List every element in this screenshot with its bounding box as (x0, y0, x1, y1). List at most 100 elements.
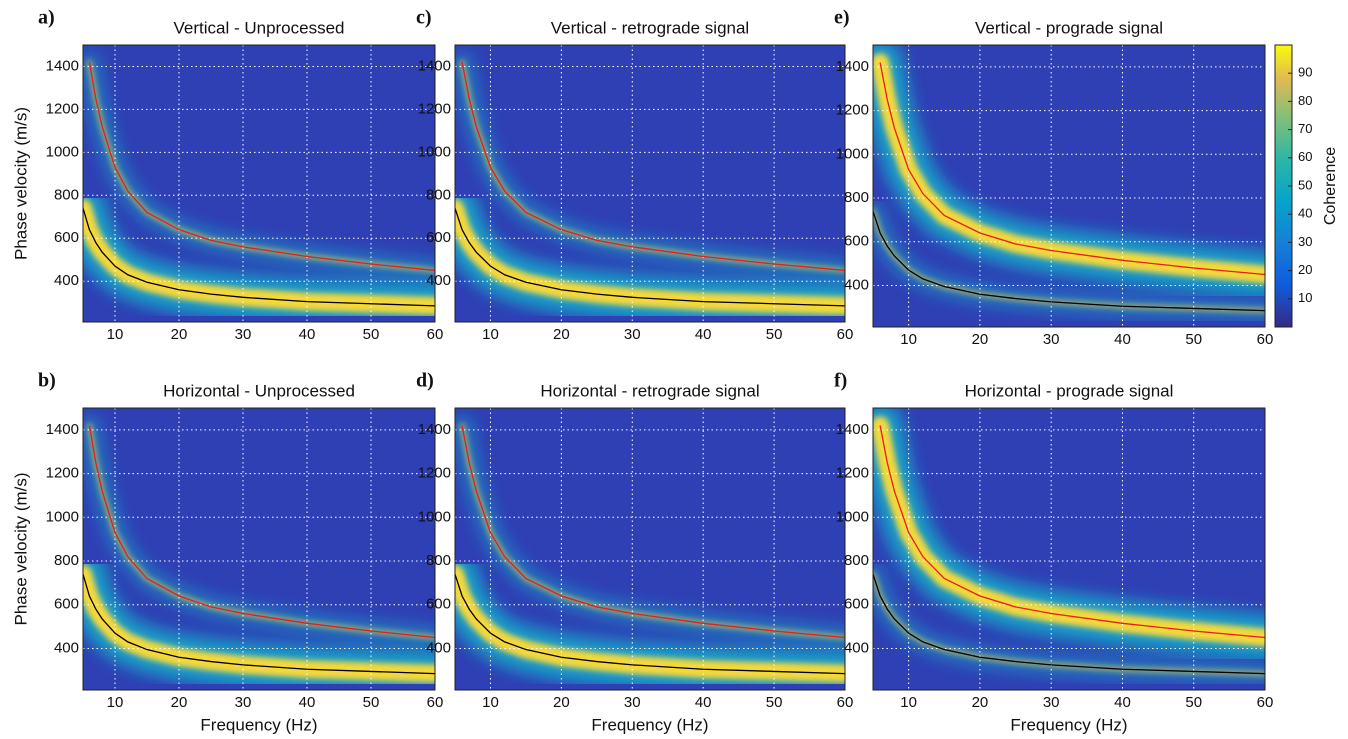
colorbar-tick-label: 60 (1298, 149, 1312, 164)
dispersion-curve (83, 573, 435, 675)
y-tick-label: 1200 (46, 100, 79, 117)
y-tick-label: 1400 (836, 58, 869, 75)
y-tick-label: 400 (844, 639, 869, 656)
x-tick-label: 60 (427, 694, 444, 711)
x-tick-label: 20 (171, 326, 188, 343)
x-tick-label: 20 (972, 694, 989, 711)
x-axis-label: Frequency (Hz) (200, 715, 317, 734)
colorbar-tick-label: 80 (1298, 93, 1312, 108)
y-tick-label: 800 (426, 186, 451, 203)
dispersion-curve (88, 425, 435, 639)
y-tick-label: 600 (844, 596, 869, 613)
y-tick-label: 1400 (418, 57, 451, 74)
x-tick-label: 50 (363, 326, 380, 343)
y-tick-label: 400 (426, 639, 451, 656)
panel-label: e) (834, 7, 850, 29)
y-tick-label: 1000 (836, 145, 869, 162)
colorbar-tick-label: 30 (1298, 234, 1312, 249)
y-tick-label: 800 (54, 186, 79, 203)
y-tick-label: 1000 (836, 508, 869, 525)
dispersion-curve (873, 573, 1265, 675)
x-tick-label: 50 (363, 694, 380, 711)
colorbar-tick-label: 20 (1298, 262, 1312, 277)
plot-frame (82, 44, 436, 323)
y-tick-label: 600 (426, 596, 451, 613)
colorbar-label: Coherence (1322, 147, 1339, 225)
x-tick-label: 40 (1114, 694, 1131, 711)
x-tick-label: 50 (766, 694, 783, 711)
y-tick-label: 400 (54, 272, 79, 289)
x-tick-label: 10 (107, 326, 124, 343)
panel-title: Horizontal - prograde signal (965, 381, 1174, 400)
y-tick-label: 600 (54, 229, 79, 246)
dispersion-curve (879, 62, 1265, 276)
y-tick-label: 1000 (46, 508, 79, 525)
panel-title: Horizontal - retrograde signal (540, 381, 759, 400)
plot-area (83, 45, 435, 322)
y-tick-label: 600 (426, 229, 451, 246)
x-tick-label: 60 (837, 326, 854, 343)
dispersion-curve (83, 208, 435, 307)
y-tick-label: 1200 (418, 465, 451, 482)
x-tick-label: 10 (900, 694, 917, 711)
colorbar-tick-label: 50 (1298, 177, 1312, 192)
x-tick-label: 30 (624, 326, 641, 343)
y-tick-label: 800 (426, 552, 451, 569)
panel-title: Horizontal - Unprocessed (163, 381, 355, 400)
y-tick-label: 1200 (836, 102, 869, 119)
y-tick-label: 1400 (418, 421, 451, 438)
x-tick-label: 20 (553, 694, 570, 711)
dispersion-curve (879, 425, 1265, 639)
panel-label: d) (416, 370, 434, 392)
x-tick-label: 40 (1114, 331, 1131, 348)
x-tick-label: 30 (235, 694, 252, 711)
x-tick-label: 50 (766, 326, 783, 343)
y-axis-label: Phase velocity (m/s) (11, 472, 30, 625)
y-tick-label: 1000 (418, 143, 451, 160)
dispersion-curve (88, 62, 435, 272)
y-tick-label: 800 (844, 189, 869, 206)
plot-area (455, 408, 845, 690)
x-axis-label: Frequency (Hz) (591, 715, 708, 734)
plot-frame (82, 407, 436, 691)
y-tick-label: 400 (844, 276, 869, 293)
panel-label: b) (38, 370, 56, 392)
x-tick-label: 60 (1257, 331, 1274, 348)
x-tick-label: 10 (482, 326, 499, 343)
x-tick-label: 30 (1043, 331, 1060, 348)
colorbar-tick-label: 10 (1298, 290, 1312, 305)
y-tick-label: 400 (426, 272, 451, 289)
x-tick-label: 40 (695, 694, 712, 711)
dispersion-curve (455, 207, 845, 307)
panel-label: a) (38, 7, 55, 29)
x-tick-label: 40 (299, 326, 316, 343)
y-tick-label: 1400 (46, 421, 79, 438)
x-tick-label: 50 (1185, 694, 1202, 711)
x-tick-label: 50 (1185, 331, 1202, 348)
dispersion-curve (461, 425, 845, 639)
y-axis-label: Phase velocity (m/s) (11, 107, 30, 260)
panel-title: Vertical - retrograde signal (551, 18, 749, 37)
x-tick-label: 30 (1043, 694, 1060, 711)
x-tick-label: 20 (171, 694, 188, 711)
panel-title: Vertical - prograde signal (975, 18, 1163, 37)
plot-frame (872, 44, 1266, 328)
panel-title: Vertical - Unprocessed (173, 18, 344, 37)
x-tick-label: 20 (553, 326, 570, 343)
dispersion-curve (461, 62, 845, 272)
y-tick-label: 1000 (46, 143, 79, 160)
y-tick-label: 1200 (46, 465, 79, 482)
y-tick-label: 1200 (836, 465, 869, 482)
x-tick-label: 60 (427, 326, 444, 343)
plot-frame (454, 44, 846, 323)
plot-area (873, 408, 1265, 690)
y-tick-label: 1400 (836, 421, 869, 438)
x-tick-label: 30 (235, 326, 252, 343)
x-tick-label: 10 (482, 694, 499, 711)
x-tick-label: 60 (837, 694, 854, 711)
x-tick-label: 60 (1257, 694, 1274, 711)
x-tick-label: 10 (107, 694, 124, 711)
dispersion-curve (455, 573, 845, 675)
colorbar-tick-label: 40 (1298, 206, 1312, 221)
